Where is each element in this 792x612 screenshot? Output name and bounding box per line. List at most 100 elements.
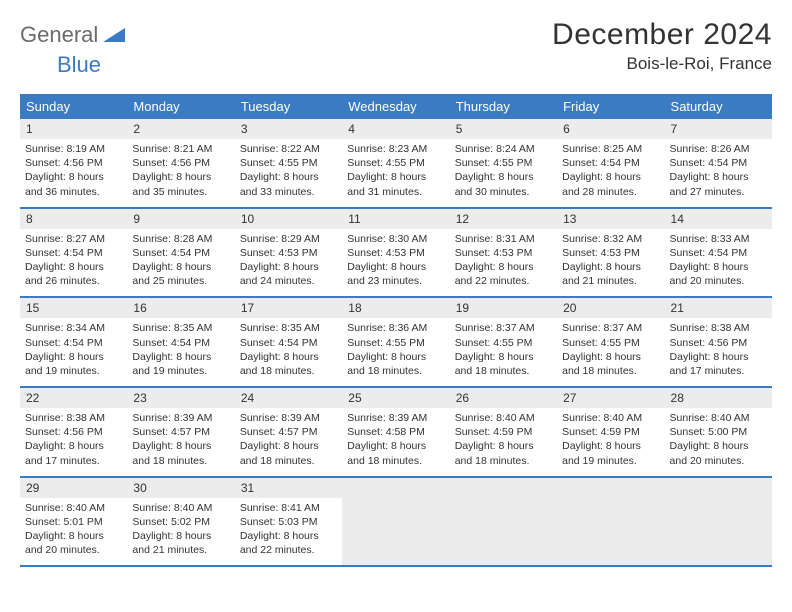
sunrise-label: Sunrise: xyxy=(347,233,388,245)
day-content: Sunrise: 8:35 AMSunset: 4:54 PMDaylight:… xyxy=(127,318,234,386)
calendar-row: 1Sunrise: 8:19 AMSunset: 4:56 PMDaylight… xyxy=(20,119,772,208)
daylight-label: Daylight: xyxy=(455,171,499,183)
day-content: Sunrise: 8:38 AMSunset: 4:56 PMDaylight:… xyxy=(20,408,127,476)
sunset-label: Sunset: xyxy=(240,157,279,169)
sunrise-value: 8:34 AM xyxy=(66,322,105,334)
triangle-icon xyxy=(103,24,125,47)
day-number: 1 xyxy=(20,119,127,139)
day-number: 20 xyxy=(557,298,664,318)
sunrise-label: Sunrise: xyxy=(562,322,603,334)
weekday-header: Friday xyxy=(557,94,664,119)
sunset-label: Sunset: xyxy=(347,247,386,259)
sunset-label: Sunset: xyxy=(562,157,601,169)
sunrise-value: 8:23 AM xyxy=(389,143,428,155)
sunset-value: 4:53 PM xyxy=(601,247,640,259)
daylight-label: Daylight: xyxy=(132,351,176,363)
sunrise-value: 8:40 AM xyxy=(711,412,750,424)
daylight-label: Daylight: xyxy=(132,440,176,452)
sunset-value: 4:55 PM xyxy=(601,337,640,349)
sunset-value: 4:53 PM xyxy=(493,247,532,259)
day-cell: 8Sunrise: 8:27 AMSunset: 4:54 PMDaylight… xyxy=(20,208,127,298)
day-cell: 29Sunrise: 8:40 AMSunset: 5:01 PMDayligh… xyxy=(20,477,127,567)
sunset-value: 5:02 PM xyxy=(171,516,210,528)
sunset-value: 4:55 PM xyxy=(386,337,425,349)
weekday-header: Saturday xyxy=(665,94,772,119)
day-content: Sunrise: 8:19 AMSunset: 4:56 PMDaylight:… xyxy=(20,139,127,207)
sunset-label: Sunset: xyxy=(562,426,601,438)
sunrise-label: Sunrise: xyxy=(25,143,66,155)
sunrise-label: Sunrise: xyxy=(240,502,281,514)
day-number: 23 xyxy=(127,388,234,408)
daylight-label: Daylight: xyxy=(670,351,714,363)
sunset-value: 4:53 PM xyxy=(278,247,317,259)
sunrise-label: Sunrise: xyxy=(132,233,173,245)
sunset-value: 4:55 PM xyxy=(278,157,317,169)
sunrise-value: 8:39 AM xyxy=(281,412,320,424)
weekday-header-row: Sunday Monday Tuesday Wednesday Thursday… xyxy=(20,94,772,119)
sunrise-value: 8:26 AM xyxy=(711,143,750,155)
sunrise-value: 8:21 AM xyxy=(174,143,213,155)
sunset-value: 4:54 PM xyxy=(708,157,747,169)
daylight-label: Daylight: xyxy=(240,351,284,363)
empty-cell xyxy=(450,477,557,567)
day-cell: 22Sunrise: 8:38 AMSunset: 4:56 PMDayligh… xyxy=(20,387,127,477)
sunrise-value: 8:27 AM xyxy=(66,233,105,245)
sunrise-value: 8:40 AM xyxy=(174,502,213,514)
day-cell: 30Sunrise: 8:40 AMSunset: 5:02 PMDayligh… xyxy=(127,477,234,567)
daylight-label: Daylight: xyxy=(455,261,499,273)
day-cell: 31Sunrise: 8:41 AMSunset: 5:03 PMDayligh… xyxy=(235,477,342,567)
day-number: 30 xyxy=(127,478,234,498)
sunset-value: 4:58 PM xyxy=(386,426,425,438)
day-cell: 24Sunrise: 8:39 AMSunset: 4:57 PMDayligh… xyxy=(235,387,342,477)
sunset-label: Sunset: xyxy=(132,516,171,528)
day-cell: 11Sunrise: 8:30 AMSunset: 4:53 PMDayligh… xyxy=(342,208,449,298)
day-cell: 26Sunrise: 8:40 AMSunset: 4:59 PMDayligh… xyxy=(450,387,557,477)
sunrise-label: Sunrise: xyxy=(455,233,496,245)
sunset-label: Sunset: xyxy=(670,157,709,169)
day-cell: 1Sunrise: 8:19 AMSunset: 4:56 PMDaylight… xyxy=(20,119,127,208)
sunrise-label: Sunrise: xyxy=(240,322,281,334)
day-cell: 2Sunrise: 8:21 AMSunset: 4:56 PMDaylight… xyxy=(127,119,234,208)
sunset-value: 4:56 PM xyxy=(64,157,103,169)
sunrise-value: 8:19 AM xyxy=(66,143,105,155)
day-cell: 16Sunrise: 8:35 AMSunset: 4:54 PMDayligh… xyxy=(127,297,234,387)
day-number: 16 xyxy=(127,298,234,318)
day-number: 12 xyxy=(450,209,557,229)
weekday-header: Monday xyxy=(127,94,234,119)
day-cell: 25Sunrise: 8:39 AMSunset: 4:58 PMDayligh… xyxy=(342,387,449,477)
sunrise-label: Sunrise: xyxy=(25,322,66,334)
header: General December 2024 Bois-le-Roi, Franc… xyxy=(20,18,772,74)
sunrise-label: Sunrise: xyxy=(347,322,388,334)
day-content: Sunrise: 8:38 AMSunset: 4:56 PMDaylight:… xyxy=(665,318,772,386)
sunrise-value: 8:39 AM xyxy=(389,412,428,424)
day-number: 10 xyxy=(235,209,342,229)
sunset-value: 4:59 PM xyxy=(493,426,532,438)
sunrise-value: 8:28 AM xyxy=(174,233,213,245)
day-cell: 3Sunrise: 8:22 AMSunset: 4:55 PMDaylight… xyxy=(235,119,342,208)
sunset-label: Sunset: xyxy=(347,157,386,169)
day-number: 8 xyxy=(20,209,127,229)
sunset-value: 5:01 PM xyxy=(64,516,103,528)
daylight-label: Daylight: xyxy=(25,440,69,452)
sunset-label: Sunset: xyxy=(347,337,386,349)
sunset-label: Sunset: xyxy=(455,426,494,438)
sunset-value: 4:57 PM xyxy=(278,426,317,438)
sunrise-value: 8:29 AM xyxy=(281,233,320,245)
logo-text-blue: Blue xyxy=(57,52,101,77)
daylight-label: Daylight: xyxy=(670,261,714,273)
calendar-row: 22Sunrise: 8:38 AMSunset: 4:56 PMDayligh… xyxy=(20,387,772,477)
title-block: December 2024 Bois-le-Roi, France xyxy=(552,18,772,74)
sunrise-value: 8:33 AM xyxy=(711,233,750,245)
calendar-table: Sunday Monday Tuesday Wednesday Thursday… xyxy=(20,94,772,567)
sunrise-value: 8:37 AM xyxy=(604,322,643,334)
weekday-header: Thursday xyxy=(450,94,557,119)
sunrise-label: Sunrise: xyxy=(240,143,281,155)
sunrise-value: 8:41 AM xyxy=(281,502,320,514)
sunrise-label: Sunrise: xyxy=(347,143,388,155)
sunset-label: Sunset: xyxy=(455,247,494,259)
day-content: Sunrise: 8:31 AMSunset: 4:53 PMDaylight:… xyxy=(450,229,557,297)
sunset-value: 4:55 PM xyxy=(493,337,532,349)
day-content: Sunrise: 8:21 AMSunset: 4:56 PMDaylight:… xyxy=(127,139,234,207)
day-number: 11 xyxy=(342,209,449,229)
sunset-value: 4:54 PM xyxy=(171,337,210,349)
